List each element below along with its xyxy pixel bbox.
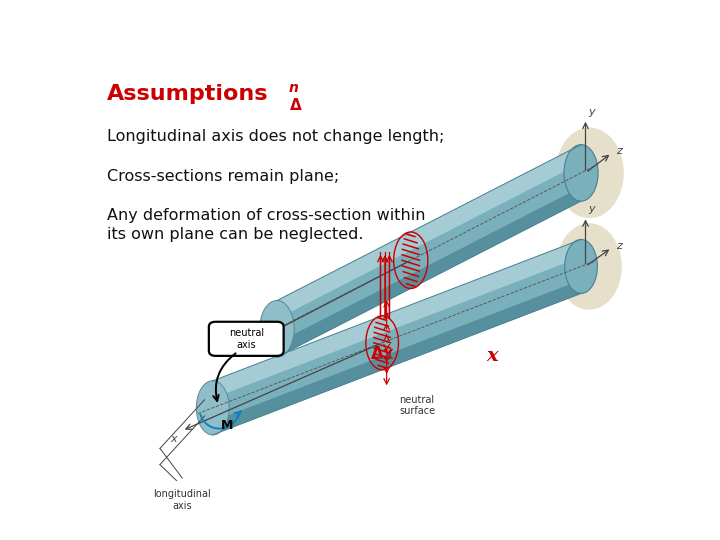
Text: n: n [288, 82, 298, 96]
Text: z: z [616, 146, 621, 156]
Ellipse shape [260, 301, 294, 357]
Polygon shape [277, 187, 581, 357]
Ellipse shape [564, 145, 598, 201]
Ellipse shape [557, 223, 622, 310]
Ellipse shape [564, 239, 598, 294]
Text: Δx: Δx [371, 346, 395, 363]
FancyBboxPatch shape [209, 322, 284, 356]
Ellipse shape [197, 381, 229, 435]
Polygon shape [213, 280, 581, 435]
Text: Cross-sections remain plane;: Cross-sections remain plane; [107, 168, 339, 184]
Polygon shape [213, 239, 581, 399]
Text: Any deformation of cross-section within
its own plane can be neglected.: Any deformation of cross-section within … [107, 208, 426, 242]
Text: z: z [215, 387, 222, 397]
Text: Longitudinal axis does not change length;: Longitudinal axis does not change length… [107, 129, 444, 144]
Polygon shape [277, 145, 581, 357]
Ellipse shape [197, 381, 229, 435]
Ellipse shape [260, 301, 294, 357]
Text: y: y [588, 107, 595, 117]
Text: x: x [486, 347, 498, 365]
Text: y: y [588, 205, 595, 214]
Text: neutral
axis: neutral axis [229, 328, 264, 350]
Polygon shape [213, 239, 581, 435]
Text: x: x [170, 434, 176, 444]
Polygon shape [277, 145, 581, 319]
Text: neutral
surface: neutral surface [399, 395, 435, 416]
Ellipse shape [555, 127, 624, 218]
Text: x: x [243, 343, 249, 353]
Text: longitudinal
axis: longitudinal axis [153, 489, 211, 510]
Text: Δ: Δ [289, 98, 302, 113]
Text: M: M [220, 420, 233, 433]
Text: Assumptions: Assumptions [107, 84, 269, 104]
Text: z: z [616, 241, 621, 251]
